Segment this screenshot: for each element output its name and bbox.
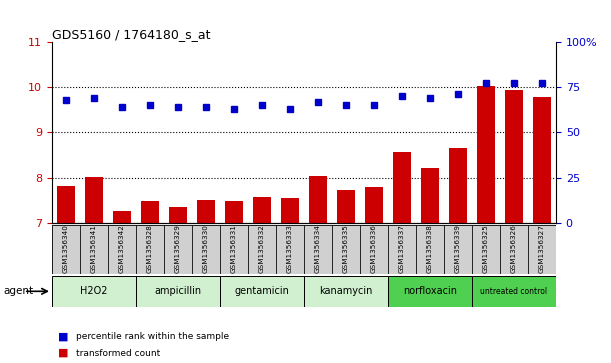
Bar: [192, 225, 220, 274]
Text: GSM1356332: GSM1356332: [259, 224, 265, 273]
Bar: [276, 225, 304, 274]
Text: GSM1356330: GSM1356330: [203, 224, 209, 273]
Bar: [332, 225, 360, 274]
Bar: [85, 176, 103, 223]
Bar: [309, 176, 327, 223]
Text: GSM1356328: GSM1356328: [147, 224, 153, 273]
Bar: [80, 225, 108, 274]
Bar: [197, 200, 215, 223]
Text: ■: ■: [58, 331, 68, 341]
Bar: [533, 97, 551, 223]
Text: transformed count: transformed count: [76, 348, 161, 358]
Text: ampicillin: ampicillin: [155, 286, 202, 296]
Text: ■: ■: [58, 347, 68, 358]
Text: GSM1356342: GSM1356342: [119, 224, 125, 273]
Bar: [113, 211, 131, 223]
Text: GSM1356333: GSM1356333: [287, 224, 293, 273]
Text: GSM1356334: GSM1356334: [315, 224, 321, 273]
Bar: [220, 276, 304, 307]
Text: GSM1356336: GSM1356336: [371, 224, 377, 273]
Bar: [500, 225, 528, 274]
Text: H2O2: H2O2: [80, 286, 108, 296]
Bar: [477, 86, 495, 223]
Text: gentamicin: gentamicin: [235, 286, 290, 296]
Text: agent: agent: [3, 286, 33, 296]
Bar: [248, 225, 276, 274]
Bar: [57, 186, 75, 223]
Text: GSM1356337: GSM1356337: [399, 224, 405, 273]
Bar: [416, 225, 444, 274]
Bar: [136, 276, 220, 307]
Text: GSM1356335: GSM1356335: [343, 224, 349, 273]
Text: GSM1356331: GSM1356331: [231, 224, 237, 273]
Text: GSM1356326: GSM1356326: [511, 224, 517, 273]
Text: norfloxacin: norfloxacin: [403, 286, 457, 296]
Bar: [365, 187, 383, 223]
Bar: [220, 225, 248, 274]
Bar: [225, 201, 243, 223]
Bar: [421, 168, 439, 223]
Bar: [304, 276, 388, 307]
Text: GSM1356329: GSM1356329: [175, 224, 181, 273]
Bar: [360, 225, 388, 274]
Bar: [164, 225, 192, 274]
Bar: [505, 90, 523, 223]
Bar: [304, 225, 332, 274]
Bar: [472, 276, 556, 307]
Text: kanamycin: kanamycin: [320, 286, 373, 296]
Bar: [136, 225, 164, 274]
Bar: [388, 276, 472, 307]
Bar: [169, 207, 187, 223]
Text: GSM1356341: GSM1356341: [91, 224, 97, 273]
Bar: [141, 201, 159, 223]
Bar: [472, 225, 500, 274]
Bar: [52, 276, 136, 307]
Bar: [108, 225, 136, 274]
Text: GSM1356338: GSM1356338: [427, 224, 433, 273]
Text: untreated control: untreated control: [480, 287, 547, 296]
Text: GSM1356339: GSM1356339: [455, 224, 461, 273]
Text: GSM1356325: GSM1356325: [483, 224, 489, 273]
Bar: [337, 190, 355, 223]
Text: GSM1356327: GSM1356327: [539, 224, 545, 273]
Bar: [281, 198, 299, 223]
Bar: [388, 225, 416, 274]
Text: GSM1356340: GSM1356340: [63, 224, 69, 273]
Text: percentile rank within the sample: percentile rank within the sample: [76, 332, 230, 341]
Bar: [449, 148, 467, 223]
Bar: [528, 225, 556, 274]
Bar: [253, 197, 271, 223]
Bar: [444, 225, 472, 274]
Bar: [393, 152, 411, 223]
Bar: [52, 225, 80, 274]
Text: GDS5160 / 1764180_s_at: GDS5160 / 1764180_s_at: [52, 28, 210, 41]
